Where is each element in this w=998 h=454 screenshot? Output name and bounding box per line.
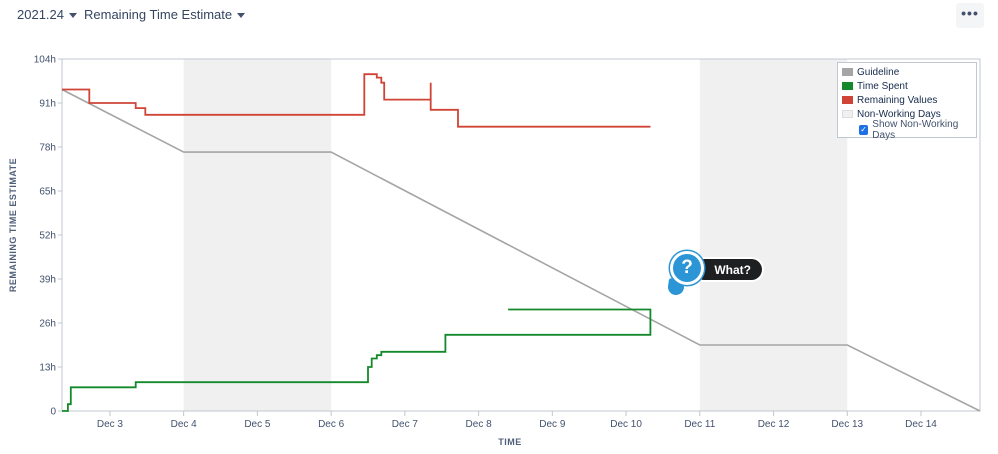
x-tick-label: Dec 9	[539, 419, 566, 430]
x-tick-label: Dec 8	[466, 419, 493, 430]
chart-series	[61, 73, 981, 412]
y-axis-label: REMAINING TIME ESTIMATE	[8, 158, 18, 292]
x-tick-label: Dec 4	[171, 419, 198, 430]
x-tick-label: Dec 12	[758, 419, 790, 430]
legend-label: Remaining Values	[857, 94, 938, 106]
checkbox-checked-icon[interactable]: ✓	[859, 125, 869, 135]
report-type-dropdown-label: Remaining Time Estimate	[84, 7, 233, 22]
y-tick-label: 0	[50, 407, 56, 418]
chevron-down-icon	[237, 12, 246, 18]
report-type-dropdown[interactable]: Remaining Time Estimate	[84, 7, 246, 22]
legend-label: Non-Working Days	[857, 108, 941, 120]
non-working-day-band	[183, 59, 332, 411]
show-non-working-days-label: Show Non-Working Days	[872, 119, 959, 141]
what-label: What?	[714, 262, 751, 277]
legend-label: Time Spent	[857, 80, 908, 92]
y-tick-label: 78h	[39, 143, 56, 154]
legend-item-time-spent: Time Spent	[842, 80, 908, 92]
x-tick-label: Dec 13	[831, 419, 863, 430]
y-tick-label: 39h	[39, 275, 56, 286]
what-label-pill[interactable]: What?	[694, 259, 762, 280]
series-line-remaining-values	[62, 73, 651, 128]
legend-label: Guideline	[857, 66, 900, 78]
series-line-guideline	[61, 88, 981, 412]
x-axis-label: TIME	[498, 437, 522, 447]
sprint-dropdown-label: 2021.24	[17, 7, 64, 22]
y-tick-label: 13h	[39, 363, 56, 374]
y-tick-label: 52h	[39, 231, 56, 242]
legend-item-guideline: Guideline	[842, 66, 899, 78]
legend-swatch-guideline	[842, 68, 853, 76]
y-tick-label: 65h	[39, 187, 56, 198]
x-tick-label: Dec 5	[244, 419, 271, 430]
more-options-button[interactable]: •••	[956, 3, 984, 28]
x-tick-label: Dec 3	[97, 419, 124, 430]
x-tick-label: Dec 10	[610, 419, 642, 430]
non-working-day-bands	[183, 59, 848, 411]
x-tick-label: Dec 7	[392, 419, 419, 430]
series-line-time-spent	[62, 308, 652, 412]
chevron-down-icon	[69, 12, 77, 18]
legend-item-non-working-days: Non-Working Days	[842, 108, 941, 120]
what-help-badge[interactable]: What? ?	[666, 249, 764, 299]
sprint-dropdown[interactable]: 2021.24	[17, 7, 77, 22]
y-tick-label: 26h	[39, 319, 56, 330]
legend-swatch-non-working-days	[842, 110, 853, 118]
more-icon: •••	[961, 5, 979, 21]
show-non-working-days-toggle[interactable]: ✓ Show Non-Working Days	[859, 119, 976, 141]
y-tick-label: 91h	[39, 99, 56, 110]
legend-swatch-remaining-values	[842, 96, 853, 104]
legend-item-remaining-values: Remaining Values	[842, 94, 937, 106]
x-tick-label: Dec 14	[905, 419, 937, 430]
question-mark-icon[interactable]: ?	[670, 251, 704, 285]
x-tick-label: Dec 6	[318, 419, 345, 430]
x-tick-label: Dec 11	[684, 419, 715, 430]
non-working-day-band	[699, 59, 848, 411]
question-mark-glyph: ?	[681, 257, 693, 278]
y-axis-ticks: 0 13h 26h 39h 52h 65h 78h 91h 104h	[34, 55, 62, 418]
chart-legend: Guideline Time Spent Remaining Values No…	[837, 62, 977, 141]
x-axis-ticks: Dec 3 Dec 4 Dec 5 Dec 6 Dec 7 Dec 8 Dec 9 Dec 1…	[97, 411, 937, 430]
y-tick-label: 104h	[34, 55, 56, 66]
legend-swatch-time-spent	[842, 82, 853, 90]
toolbar: 2021.24 Remaining Time Estimate •••	[0, 0, 998, 34]
